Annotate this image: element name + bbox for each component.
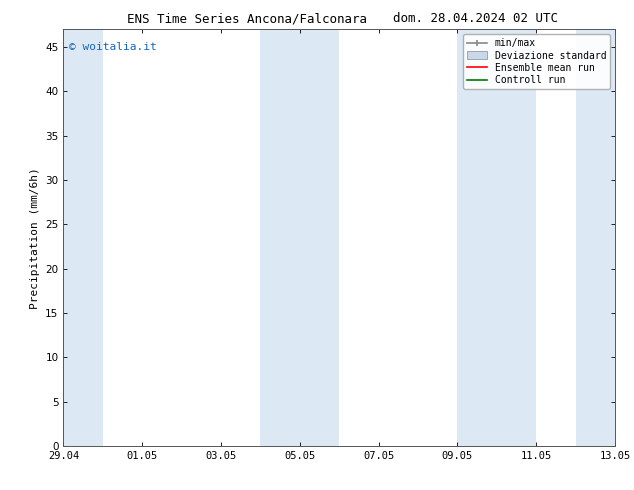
Bar <box>63 29 103 446</box>
Bar <box>261 29 339 446</box>
Text: © woitalia.it: © woitalia.it <box>69 42 157 52</box>
Legend: min/max, Deviazione standard, Ensemble mean run, Controll run: min/max, Deviazione standard, Ensemble m… <box>463 34 610 89</box>
Bar <box>576 29 615 446</box>
Y-axis label: Precipitation (mm/6h): Precipitation (mm/6h) <box>30 167 40 309</box>
Bar <box>457 29 536 446</box>
Text: ENS Time Series Ancona/Falconara: ENS Time Series Ancona/Falconara <box>127 12 367 25</box>
Text: dom. 28.04.2024 02 UTC: dom. 28.04.2024 02 UTC <box>393 12 558 25</box>
